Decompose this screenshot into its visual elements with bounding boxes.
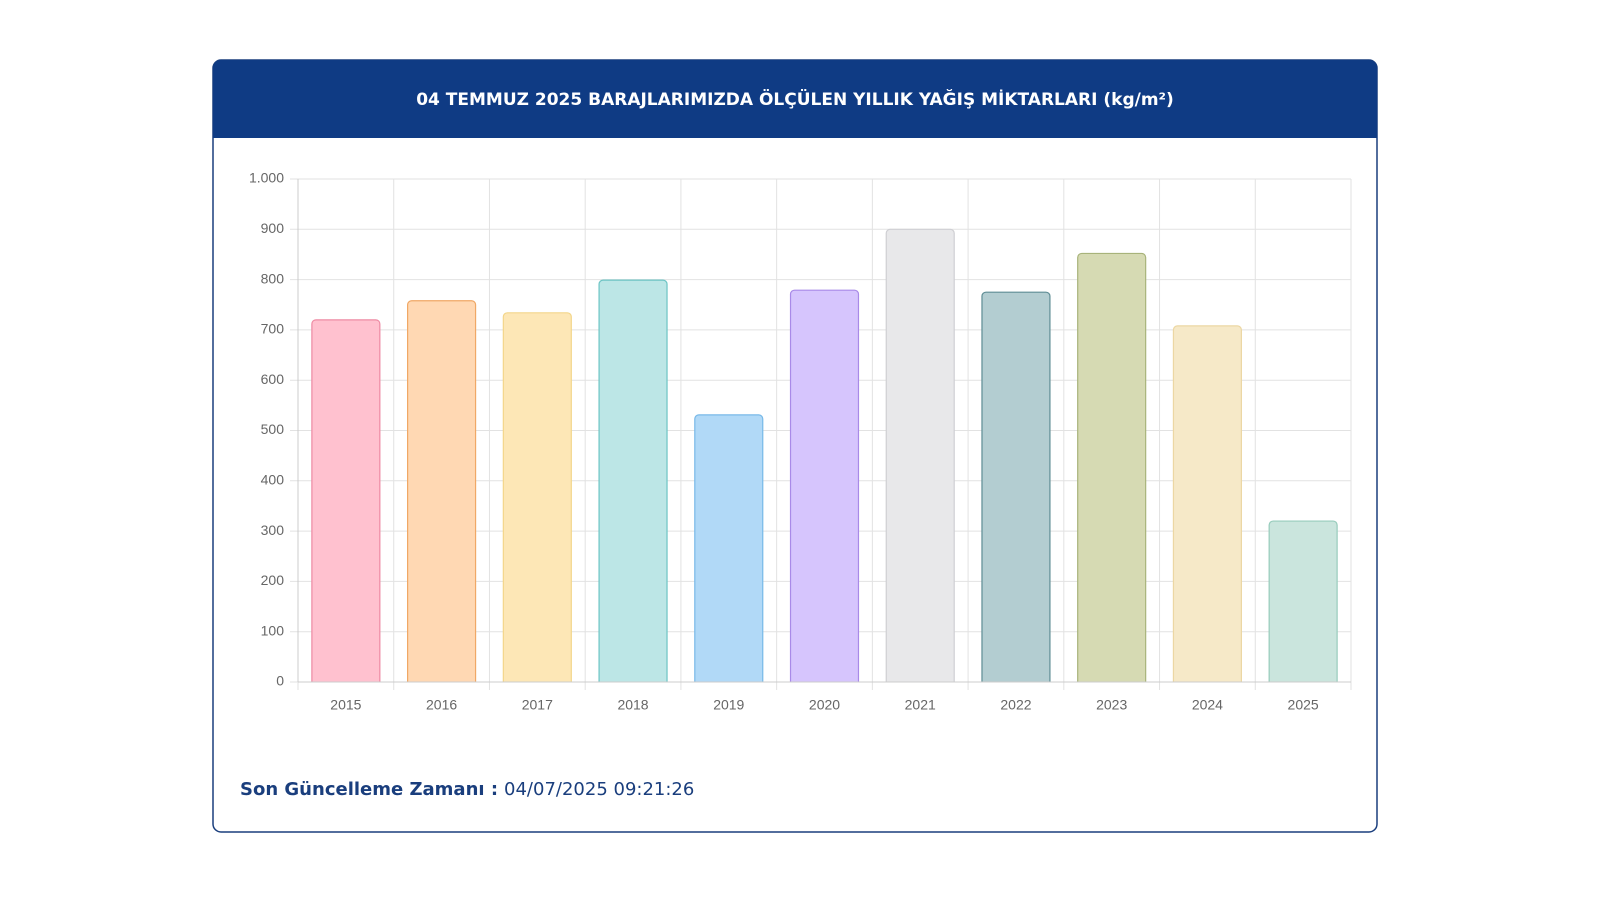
footer-value: 04/07/2025 09:21:26 bbox=[504, 779, 694, 800]
bar bbox=[1172, 325, 1242, 682]
x-tick-label: 2019 bbox=[713, 697, 744, 713]
bar bbox=[1077, 252, 1147, 682]
bar bbox=[502, 312, 572, 682]
bar bbox=[789, 289, 860, 682]
y-tick-label: 400 bbox=[261, 472, 285, 488]
bar bbox=[981, 291, 1051, 682]
x-tick-label: 2020 bbox=[809, 697, 840, 713]
y-tick-label: 500 bbox=[261, 421, 285, 437]
x-tick-label: 2017 bbox=[522, 697, 553, 713]
y-tick-label: 100 bbox=[261, 622, 285, 638]
bar bbox=[1268, 520, 1338, 682]
card-header bbox=[213, 60, 1377, 138]
y-tick-label: 0 bbox=[276, 673, 284, 689]
y-tick-label: 200 bbox=[261, 572, 285, 588]
x-tick-label: 2022 bbox=[1000, 697, 1031, 713]
bar bbox=[598, 279, 668, 682]
footer-label: Son Güncelleme Zamanı : bbox=[240, 779, 498, 800]
y-tick-label: 300 bbox=[261, 522, 285, 538]
x-tick-label: 2021 bbox=[905, 697, 936, 713]
x-tick-label: 2024 bbox=[1192, 697, 1223, 713]
y-tick-label: 1.000 bbox=[249, 170, 284, 186]
y-tick-label: 700 bbox=[261, 321, 285, 337]
bar bbox=[694, 414, 764, 682]
x-tick-label: 2025 bbox=[1288, 697, 1319, 713]
x-tick-label: 2016 bbox=[426, 697, 457, 713]
x-tick-label: 2015 bbox=[330, 697, 361, 713]
footer: Son Güncelleme Zamanı : 04/07/2025 09:21:… bbox=[240, 779, 694, 800]
bar bbox=[885, 228, 955, 682]
chart-title: 04 TEMMUZ 2025 BARAJLARIMIZDA ÖLÇÜLEN YI… bbox=[416, 88, 1174, 110]
x-tick-label: 2023 bbox=[1096, 697, 1127, 713]
bar bbox=[311, 319, 381, 682]
y-tick-label: 800 bbox=[261, 270, 285, 286]
x-tick-label: 2018 bbox=[617, 697, 648, 713]
y-tick-label: 900 bbox=[261, 220, 285, 236]
y-tick-label: 600 bbox=[261, 371, 285, 387]
bar bbox=[407, 300, 477, 682]
